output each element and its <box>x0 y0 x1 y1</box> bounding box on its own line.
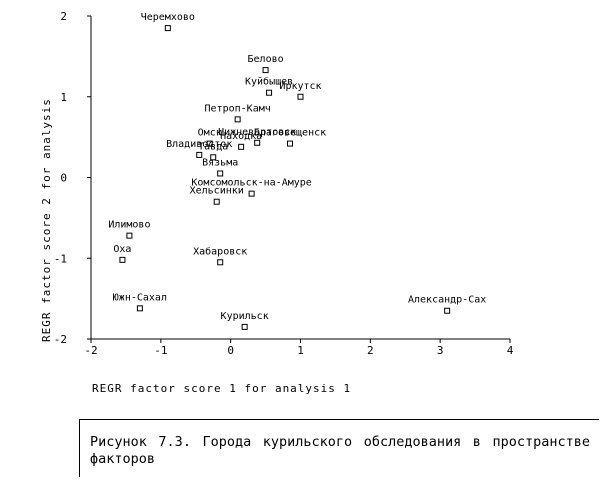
data-point <box>119 256 126 263</box>
data-point <box>241 323 248 330</box>
y-tick-label: 2 <box>60 10 67 23</box>
point-label: Хабаровск <box>193 245 247 257</box>
data-point <box>126 232 133 239</box>
x-tick-label: 4 <box>507 344 514 357</box>
data-point <box>238 143 245 150</box>
x-tick-label: 2 <box>367 344 374 357</box>
point-label: Вязьма <box>202 157 238 168</box>
ticks: -2 -1 0 1 2 3 4 -2 -1 0 1 2 <box>54 10 514 357</box>
data-point <box>164 25 171 32</box>
data-point <box>217 259 224 266</box>
point-label: Черемхово <box>141 12 195 23</box>
data-point <box>206 140 213 147</box>
point-label: Комсомольск-на-Амуре <box>191 178 311 189</box>
data-point <box>444 307 451 314</box>
point-label: Иркутск <box>279 81 321 92</box>
point-label: Оха <box>113 244 131 255</box>
data-point <box>248 190 255 197</box>
data-point <box>210 154 217 161</box>
x-tick-label: 1 <box>297 344 304 357</box>
x-tick-label: -2 <box>84 344 97 357</box>
data-point <box>136 305 143 312</box>
point-label: Южн-Сахал <box>113 292 167 303</box>
point-label: Омск <box>198 128 222 139</box>
data-point <box>213 198 220 205</box>
x-axis-title: REGR factor score 1 for analysis 1 <box>92 382 351 395</box>
y-tick-label: 0 <box>60 172 67 185</box>
figure-caption: Рисунок 7.3. Города курильского обследов… <box>90 434 590 467</box>
point-label: Курильск <box>221 311 269 322</box>
point-label: Петроп-Камч <box>205 103 271 114</box>
data-point <box>262 67 269 74</box>
point-label: Владивосток <box>166 139 232 150</box>
point-label: Куйбышев <box>245 76 293 88</box>
point-label: Александр-Сах <box>408 295 486 306</box>
point-label: Тавда <box>198 141 228 152</box>
point-label: Благовещенск <box>254 128 326 139</box>
point-label: Хельсинки <box>190 186 244 197</box>
x-tick-label: -1 <box>154 344 167 357</box>
data-point <box>196 151 203 158</box>
data-point <box>217 170 224 177</box>
point-label: Илимово <box>108 220 150 231</box>
y-tick-label: -2 <box>54 333 67 346</box>
figure-caption-box: Рисунок 7.3. Города курильского обследов… <box>79 419 599 477</box>
data-point <box>287 140 294 147</box>
point-label: Белово <box>248 54 284 65</box>
x-tick-label: 3 <box>437 344 444 357</box>
x-tick-label: 0 <box>227 344 234 357</box>
y-axis-title: REGR factor score 2 for analysis <box>40 98 53 342</box>
y-tick-label: -1 <box>54 252 67 265</box>
data-points <box>119 25 451 330</box>
data-point <box>266 89 273 96</box>
data-point <box>234 116 241 123</box>
point-label: Нижневартовск <box>218 127 296 138</box>
data-point <box>254 139 261 146</box>
data-point <box>297 93 304 100</box>
y-tick-label: 1 <box>60 91 67 104</box>
point-label: Находка <box>220 131 262 142</box>
